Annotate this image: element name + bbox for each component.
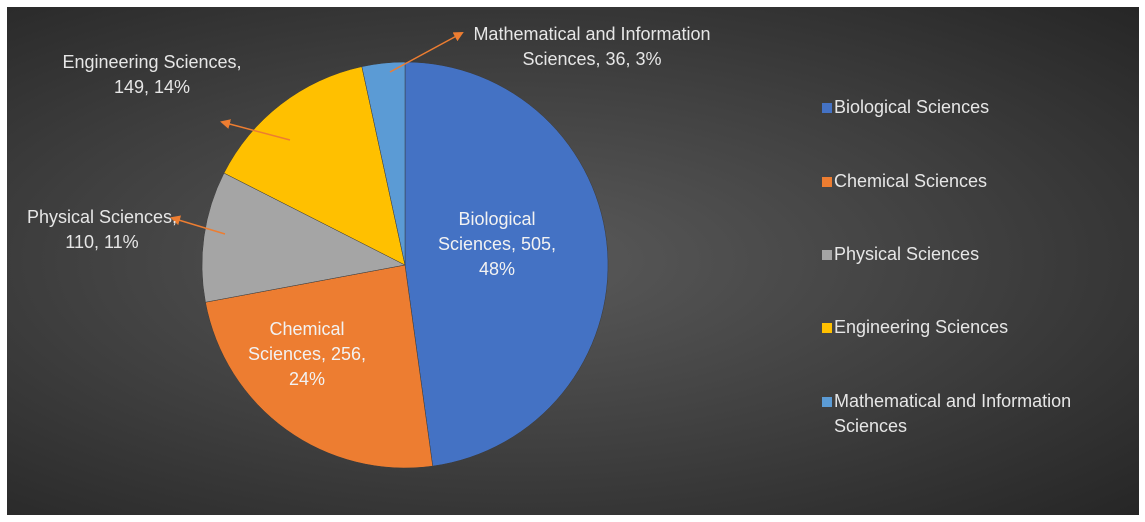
legend-entry: Engineering Sciences [822, 315, 1139, 340]
leader-line [220, 119, 291, 141]
data-label: Chemical Sciences, 256, 24% [247, 319, 367, 389]
data-label: Engineering Sciences, 149, 14% [62, 52, 242, 97]
legend-label: Biological Sciences [834, 97, 990, 117]
legend-swatch [822, 103, 832, 113]
pie-slice [361, 61, 406, 266]
legend-swatch [822, 177, 832, 187]
data-label: Biological Sciences, 505, 48% [437, 209, 557, 279]
legend-label: Chemical Sciences [834, 171, 988, 191]
leader-line [170, 215, 226, 235]
data-label: Physical Sciences, 110, 11% [26, 207, 178, 252]
legend-entry: Chemical Sciences [822, 169, 1139, 194]
legend-swatch [822, 250, 832, 260]
chart: Biological Sciences, 505, 48% Chemical Sc… [7, 7, 1139, 515]
data-label: Mathematical and Information Sciences, 3… [473, 24, 711, 69]
pie-slice [404, 61, 609, 467]
legend-swatch [822, 397, 832, 407]
pie-slice [201, 172, 406, 303]
pie-area [170, 32, 609, 469]
leader-line [389, 32, 464, 73]
legend-entry: Biological Sciences [822, 95, 1139, 120]
legend-label: Engineering Sciences [834, 317, 1009, 337]
legend-entry: Mathematical and Information Sciences [822, 389, 1139, 439]
legend-swatch [822, 323, 832, 333]
legend-entry: Physical Sciences [822, 242, 1139, 267]
legend-label: Physical Sciences [834, 244, 980, 264]
pie-slice [205, 264, 433, 469]
slices [201, 61, 609, 469]
pie-slice [223, 66, 406, 266]
legend-label: Mathematical and Information Sciences [834, 391, 1072, 436]
